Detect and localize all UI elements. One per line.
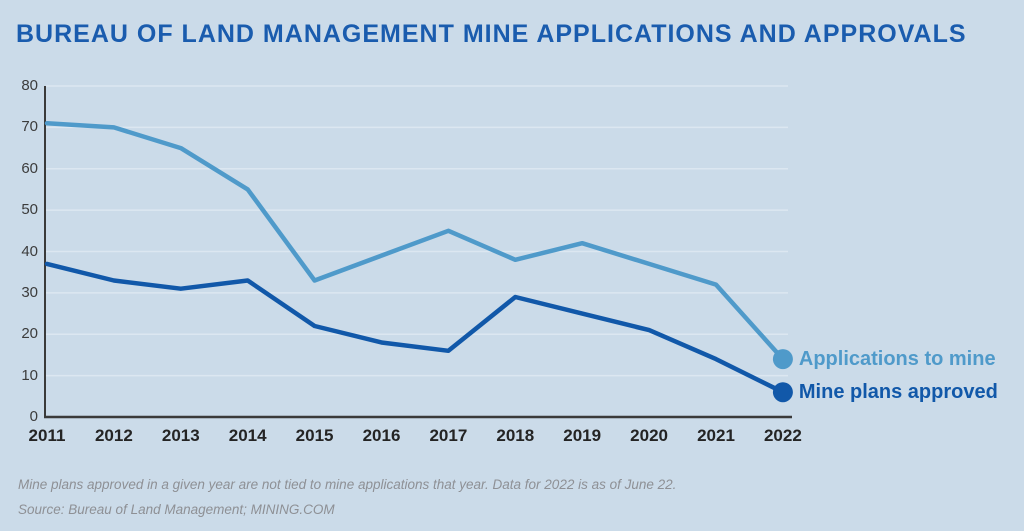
x-tick-label-2019: 2019 [563,426,602,445]
y-tick-label-40: 40 [21,242,38,260]
x-tick-label-2017: 2017 [429,426,468,445]
x-tick-label-2014: 2014 [228,426,267,445]
legend-label-mine-plans-approved: Mine plans approved [798,380,998,403]
x-tick-label-2021: 2021 [697,426,735,445]
x-tick-label-2018: 2018 [496,426,535,445]
legend-label-applications-to-mine: Applications to mine [798,347,996,370]
chart-source: Source: Bureau of Land Management; MININ… [18,502,335,517]
y-tick-label-30: 30 [21,283,38,301]
x-tick-label-2013: 2013 [161,426,200,445]
end-marker-applications-to-mine [772,349,793,370]
y-tick-label-70: 70 [21,118,38,136]
end-marker-mine-plans-approved [772,382,793,403]
series-line-mine-plans-approved [44,261,786,395]
x-tick-label-2011: 2011 [28,426,66,445]
series-line-applications-to-mine [44,120,786,362]
x-tick-label-2022: 2022 [763,426,802,445]
chart-footnote: Mine plans approved in a given year are … [18,477,677,492]
y-tick-label-10: 10 [21,366,38,384]
y-tick-label-50: 50 [21,201,38,219]
x-tick-label-2012: 2012 [94,426,133,445]
y-tick-label-20: 20 [21,325,38,343]
y-tick-label-60: 60 [21,159,38,177]
y-tick-label-80: 80 [21,77,38,94]
y-tick-label-0: 0 [29,408,38,425]
page-title: BUREAU OF LAND MANAGEMENT MINE APPLICATI… [16,20,967,48]
x-tick-label-2020: 2020 [630,426,668,445]
x-tick-label-2016: 2016 [362,426,401,445]
x-tick-label-2015: 2015 [295,426,334,445]
